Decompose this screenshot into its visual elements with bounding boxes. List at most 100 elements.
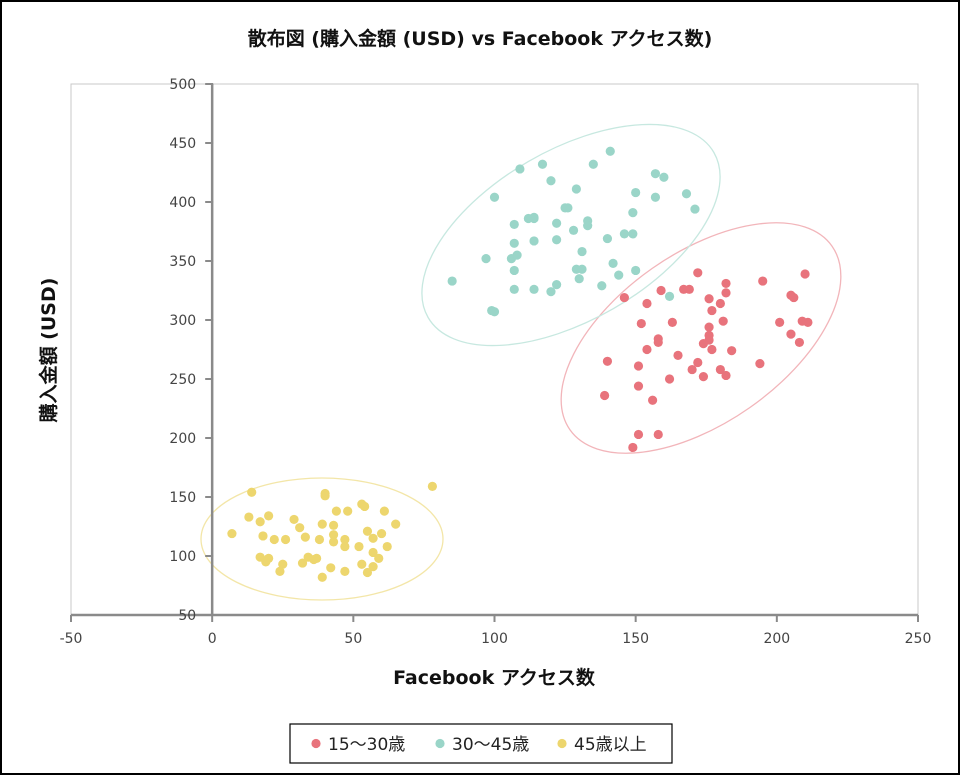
data-point [552,235,562,245]
data-point [636,318,646,329]
data-point [368,533,378,543]
data-point [340,541,350,552]
data-point [512,250,522,260]
data-point [328,530,339,540]
legend-marker [435,738,445,749]
data-point [600,390,610,401]
data-point [684,284,694,294]
data-point [667,317,677,327]
data-point [727,346,737,356]
data-point [546,176,556,186]
x-axis-title: Facebook アクセス数 [393,666,596,689]
data-point [552,218,562,228]
data-point [317,519,327,529]
data-point [687,364,697,375]
y-tick-label: 450 [169,136,196,152]
data-point [577,246,587,257]
x-tick-label: 250 [905,631,932,647]
x-tick-label: 100 [481,631,508,647]
data-point [280,534,291,545]
data-point [368,562,378,572]
data-point [227,528,237,539]
data-point [328,537,339,547]
data-point [563,203,573,213]
group-ellipse [200,477,444,601]
data-point [681,189,692,199]
data-point [244,512,254,522]
legend-label: 45歳以上 [574,735,647,755]
data-point [382,541,392,552]
data-point [489,307,500,317]
data-point [619,229,629,239]
data-point [673,350,683,360]
data-point [374,553,384,563]
data-point [718,316,728,326]
data-point [509,265,519,276]
data-point [379,506,389,516]
data-point [659,172,669,182]
data-point [775,317,785,327]
data-point [427,481,437,491]
data-point [664,374,675,384]
data-point [577,264,587,274]
data-point [537,159,548,169]
data-point [631,265,641,276]
data-point [568,225,579,235]
data-point [707,305,717,316]
data-point [633,361,644,371]
legend-label: 15〜30歳 [328,735,405,755]
data-point [721,288,731,298]
data-point [721,370,731,381]
data-point [489,192,500,202]
data-point [300,532,310,542]
data-point [278,559,288,569]
data-point [650,169,661,179]
data-point [317,572,327,582]
data-point [698,372,709,382]
data-point [275,566,285,576]
data-point [797,316,807,326]
data-point [314,534,325,545]
y-tick-label: 500 [169,77,196,93]
legend-marker [557,738,567,749]
data-point [628,208,638,218]
group-ellipse [560,222,842,454]
y-tick-label: 200 [169,431,196,447]
data-point [509,238,519,248]
data-point [628,442,638,453]
data-point [800,269,810,279]
data-point [328,520,339,530]
data-point [789,292,799,303]
y-tick-label: 50 [178,608,196,624]
data-point [602,356,613,366]
data-point [648,395,658,405]
data-point [264,511,274,521]
data-point [715,364,725,375]
data-point [642,344,652,355]
data-point [529,213,539,224]
y-tick-label: 300 [169,313,196,329]
data-point [320,491,330,501]
chart-title: 散布図 (購入金額 (USD) vs Facebook アクセス数) [248,27,713,50]
data-point [605,146,615,156]
x-tick-label: 0 [208,631,217,647]
plot-area [70,83,919,616]
data-point [509,284,519,294]
data-point [631,187,641,198]
data-point [343,506,353,516]
y-axis-title: 購入金額 (USD) [37,278,60,423]
legend [289,723,673,764]
data-point [758,276,768,286]
y-tick-label: 250 [169,372,196,388]
data-point [698,339,709,349]
data-point [664,291,675,301]
data-point [515,164,525,174]
data-point [297,558,308,568]
data-point [597,281,607,291]
y-tick-label: 150 [169,490,196,506]
data-point [693,268,703,278]
data-point [529,284,539,294]
data-point [447,276,457,286]
data-point [326,563,336,573]
